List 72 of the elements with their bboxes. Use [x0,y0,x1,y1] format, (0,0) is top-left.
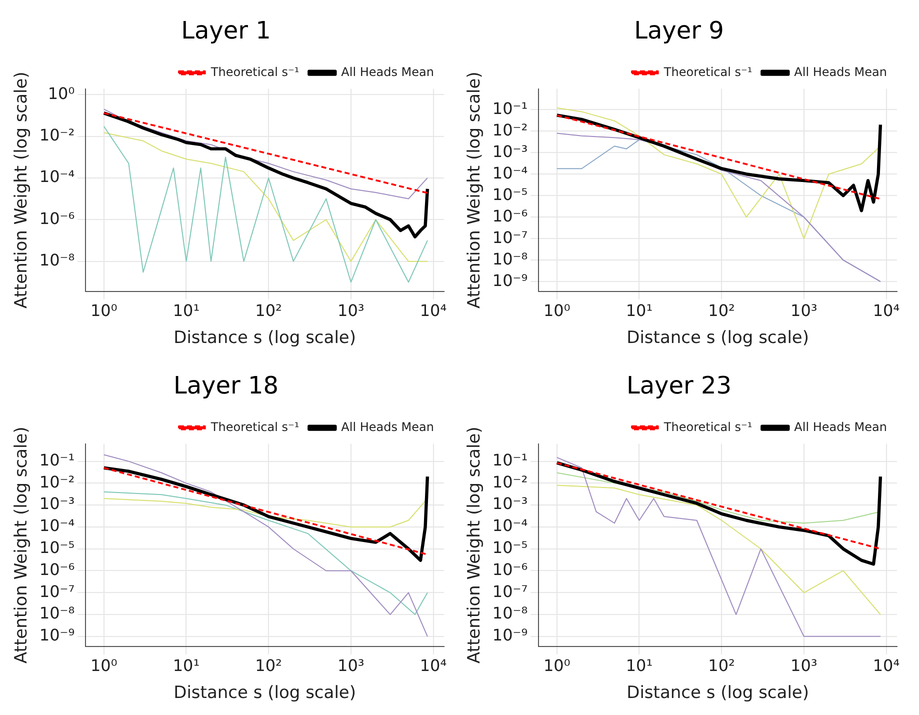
x-tick-label: 10¹ [626,301,653,320]
x-tick-label: 10¹ [626,656,653,676]
chart-title: Layer 1 [181,16,271,45]
x-tick-label: 10³ [790,656,818,676]
x-tick-label: 10³ [338,301,364,320]
y-tick-label: 10⁻⁸ [39,250,75,270]
y-axis-title: Attention Weight (log scale) [464,426,485,664]
y-tick-label: 10⁻⁸ [492,249,528,268]
chart-title: Layer 9 [634,16,724,45]
y-axis-title: Attention Weight (log scale) [12,426,32,664]
y-tick-label: 10⁻⁵ [39,538,75,558]
x-tick-label: 10³ [790,301,818,320]
x-axis-title: Distance s (log scale) [174,328,356,348]
x-tick-label: 10² [708,656,735,676]
y-tick-label: 10⁻⁴ [39,167,75,186]
legend-label: All Heads Mean [794,420,888,434]
y-tick-label: 10⁻³ [39,494,75,514]
x-tick-label: 10⁰ [90,301,118,320]
legend-label: All Heads Mean [341,64,434,79]
x-axis-title: Distance s (log scale) [626,328,810,348]
y-tick-label: 10⁻⁷ [39,582,75,601]
legend-label: Theoretical s⁻¹ [662,64,752,79]
x-tick-label: 10² [255,656,282,676]
chart-title: Layer 18 [173,372,279,400]
y-tick-label: 10⁻⁴ [39,516,75,536]
y-tick-label: 10⁻² [492,472,528,492]
x-tick-label: 10⁴ [872,656,900,676]
y-tick-label: 10⁻¹ [492,98,528,118]
y-tick-label: 10⁻⁴ [492,516,528,536]
legend-label: All Heads Mean [341,420,434,434]
x-tick-label: 10⁰ [543,301,570,320]
y-tick-label: 10⁻³ [492,494,528,514]
chart-title: Layer 23 [626,372,732,400]
y-tick-label: 10⁻² [492,120,528,140]
y-tick-label: 10⁻⁴ [492,163,528,182]
x-tick-label: 10⁰ [90,656,118,676]
y-axis-title: Attention Weight (log scale) [12,72,32,309]
y-tick-label: 10⁰ [48,84,75,103]
y-tick-label: 10⁻⁷ [492,228,528,247]
x-tick-label: 10⁴ [420,301,447,320]
y-axis-title: Attention Weight (log scale) [464,72,485,309]
y-tick-label: 10⁻⁹ [492,626,528,645]
x-tick-label: 10⁴ [420,656,447,676]
legend-label: Theoretical s⁻¹ [210,420,300,434]
legend-label: Theoretical s⁻¹ [210,64,300,79]
x-tick-label: 10¹ [172,656,200,676]
y-tick-label: 10⁻⁹ [39,626,75,645]
x-tick-label: 10² [255,301,282,320]
y-tick-label: 10⁻¹ [492,450,528,470]
x-tick-label: 10⁴ [872,301,900,320]
y-tick-label: 10⁻⁵ [492,184,528,204]
y-tick-label: 10⁻⁸ [492,604,528,623]
y-tick-label: 10⁻⁶ [492,206,528,226]
legend-label: Theoretical s⁻¹ [662,420,752,434]
y-tick-label: 10⁻⁹ [492,270,528,290]
x-tick-label: 10³ [338,656,364,676]
x-axis-title: Distance s (log scale) [174,683,356,704]
y-tick-label: 10⁻² [39,125,75,144]
x-tick-label: 10² [708,301,735,320]
y-tick-label: 10⁻⁸ [39,604,75,623]
x-axis-title: Distance s (log scale) [626,683,810,704]
y-tick-label: 10⁻⁶ [39,208,75,228]
x-tick-label: 10¹ [172,301,200,320]
y-tick-label: 10⁻³ [492,142,528,161]
x-tick-label: 10⁰ [543,656,570,676]
y-tick-label: 10⁻⁶ [492,560,528,579]
y-tick-label: 10⁻⁶ [39,560,75,579]
y-tick-label: 10⁻⁷ [492,582,528,601]
y-tick-label: 10⁻⁵ [492,538,528,558]
y-tick-label: 10⁻¹ [39,450,75,470]
y-tick-label: 10⁻² [39,472,75,492]
legend-label: All Heads Mean [794,64,888,79]
